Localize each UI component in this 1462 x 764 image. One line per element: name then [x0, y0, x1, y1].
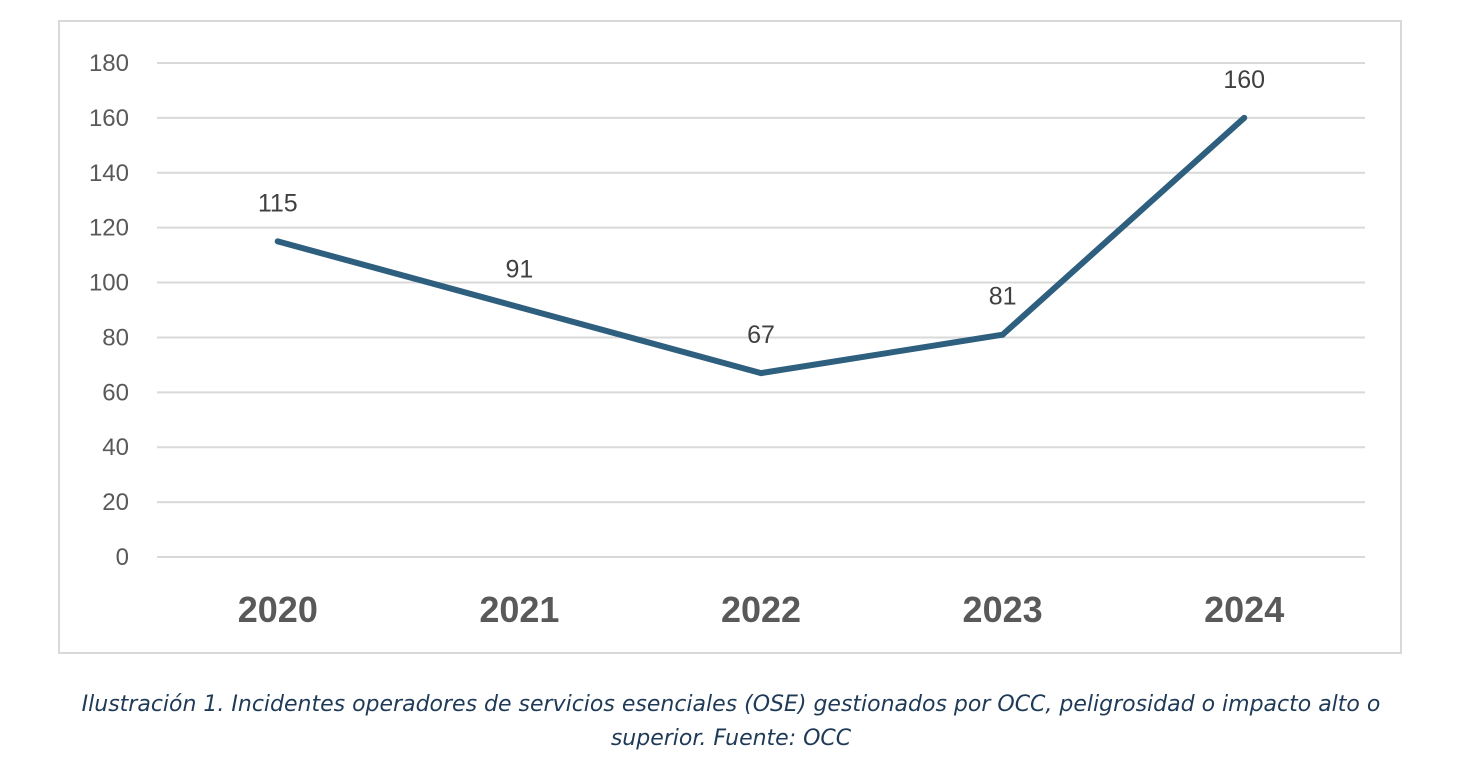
x-tick-label: 2024 — [1204, 589, 1284, 630]
x-tick-label: 2020 — [238, 589, 318, 630]
x-tick-label: 2023 — [963, 589, 1043, 630]
y-tick-label: 140 — [89, 160, 129, 187]
caption-line-2: superior. Fuente: OCC — [610, 726, 852, 751]
y-tick-label: 180 — [89, 50, 129, 77]
data-label-2024: 160 — [1223, 66, 1265, 94]
figure-caption: Ilustración 1. Incidentes operadores de … — [0, 688, 1462, 756]
data-point-2024 — [1241, 114, 1248, 121]
y-tick-label: 160 — [89, 105, 129, 132]
caption-line-1: Ilustración 1. Incidentes operadores de … — [81, 692, 1381, 717]
x-tick-label: 2021 — [479, 589, 559, 630]
y-tick-label: 40 — [102, 434, 129, 461]
data-label-2023: 81 — [989, 283, 1017, 311]
y-tick-label: 20 — [102, 489, 129, 516]
gridlines — [157, 62, 1365, 558]
y-tick-label: 0 — [116, 544, 129, 571]
y-tick-label: 100 — [89, 270, 129, 297]
x-axis-ticks: 2020 2021 2022 2023 2024 — [238, 589, 1284, 630]
data-label-2022: 67 — [747, 321, 775, 349]
y-tick-label: 120 — [89, 215, 129, 242]
data-labels: 115 91 67 81 160 — [258, 66, 1265, 349]
data-label-2020: 115 — [258, 189, 298, 217]
y-tick-label: 80 — [102, 324, 129, 351]
data-point-2021 — [516, 304, 523, 311]
data-point-2023 — [999, 331, 1006, 338]
x-tick-label: 2022 — [721, 589, 801, 630]
data-label-2021: 91 — [505, 255, 533, 283]
data-point-2022 — [758, 370, 764, 377]
y-tick-label: 60 — [102, 379, 129, 406]
data-point-2020 — [274, 238, 281, 245]
y-axis-ticks: 0 20 40 60 80 100 120 140 160 180 — [89, 50, 129, 571]
series — [274, 114, 1248, 377]
